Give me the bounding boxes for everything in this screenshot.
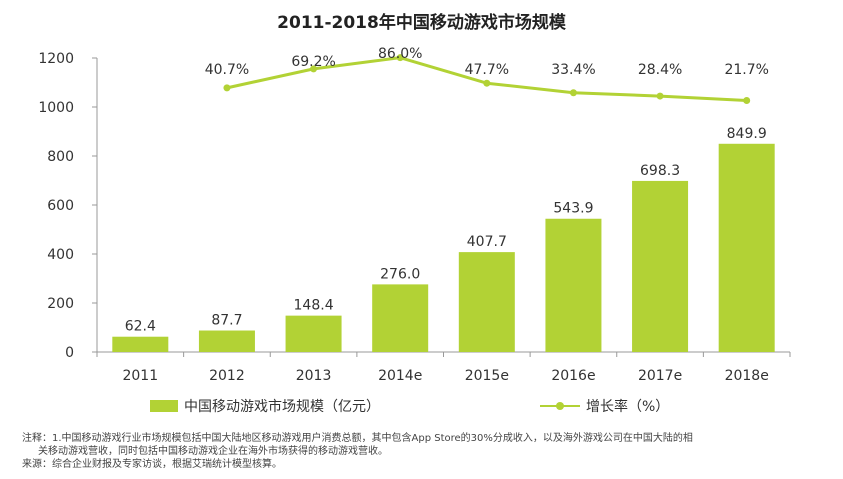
bar-value-label: 87.7 (211, 313, 242, 329)
bar-value-label: 276.0 (380, 266, 420, 282)
x-tick-label: 2018e (725, 368, 769, 384)
note-line-2: 关移动游戏营收，同时包括中国移动游戏企业在海外市场获得的移动游戏营收。 (38, 446, 388, 457)
y-tick-label: 200 (47, 296, 74, 312)
x-tick-label: 2013 (296, 368, 332, 384)
y-tick-label: 1000 (38, 100, 74, 116)
legend-bar: 中国移动游戏市场规模（亿元） (150, 396, 380, 416)
y-tick-label: 1200 (38, 51, 74, 67)
bar-value-label: 62.4 (125, 319, 156, 335)
bar (632, 180, 689, 352)
legend-bar-swatch (150, 400, 178, 412)
y-tick-label: 400 (47, 247, 74, 263)
growth-point (310, 65, 318, 73)
x-tick-label: 2014e (378, 368, 422, 384)
growth-value-label: 40.7% (205, 62, 249, 78)
growth-value-label: 47.7% (465, 62, 509, 78)
y-tick-label: 0 (65, 345, 74, 361)
bar-value-label: 849.9 (727, 126, 767, 142)
note-source: 来源：综合企业财报及专家访谈，根据艾瑞统计模型核算。 (22, 459, 282, 470)
footnotes: 注释：1.中国移动游戏行业市场规模包括中国大陆地区移动游戏用户消费总额，其中包含… (22, 432, 834, 471)
growth-point (569, 89, 577, 97)
legend-line-marker (556, 402, 564, 410)
note-line-1: 注释：1.中国移动游戏行业市场规模包括中国大陆地区移动游戏用户消费总额，其中包含… (22, 433, 693, 444)
growth-value-label: 33.4% (551, 62, 595, 78)
x-tick-label: 2011 (122, 368, 158, 384)
bar (545, 218, 602, 352)
x-tick-label: 2017e (638, 368, 682, 384)
growth-value-label: 21.7% (724, 62, 768, 78)
growth-value-label: 69.2% (291, 54, 335, 70)
x-tick-label: 2016e (551, 368, 595, 384)
x-tick-label: 2012 (209, 368, 245, 384)
legend-line-swatch (540, 400, 580, 412)
growth-point (223, 84, 231, 92)
y-tick-label: 800 (47, 149, 74, 165)
growth-value-label: 28.4% (638, 62, 682, 78)
growth-point (743, 97, 751, 105)
bar (112, 336, 169, 352)
x-tick-label: 2015e (465, 368, 509, 384)
legend-line: 增长率（%） (540, 396, 669, 416)
growth-point (656, 92, 664, 100)
bar (458, 252, 515, 352)
growth-value-label: 86.0% (378, 46, 422, 62)
legend-line-label: 增长率（%） (586, 399, 670, 415)
legend-bar-label: 中国移动游戏市场规模（亿元） (184, 399, 380, 415)
bar (372, 284, 429, 352)
bar (718, 143, 775, 352)
bar (285, 315, 342, 352)
bar-value-label: 407.7 (467, 234, 507, 250)
y-tick-label: 600 (47, 198, 74, 214)
growth-point (483, 79, 491, 87)
bar-value-label: 698.3 (640, 163, 680, 179)
bar (198, 330, 255, 352)
growth-point (396, 54, 404, 62)
bar-value-label: 148.4 (294, 298, 334, 314)
chart-title: 2011-2018年中国移动游戏市场规模 (277, 13, 566, 33)
bar-value-label: 543.9 (553, 201, 593, 217)
